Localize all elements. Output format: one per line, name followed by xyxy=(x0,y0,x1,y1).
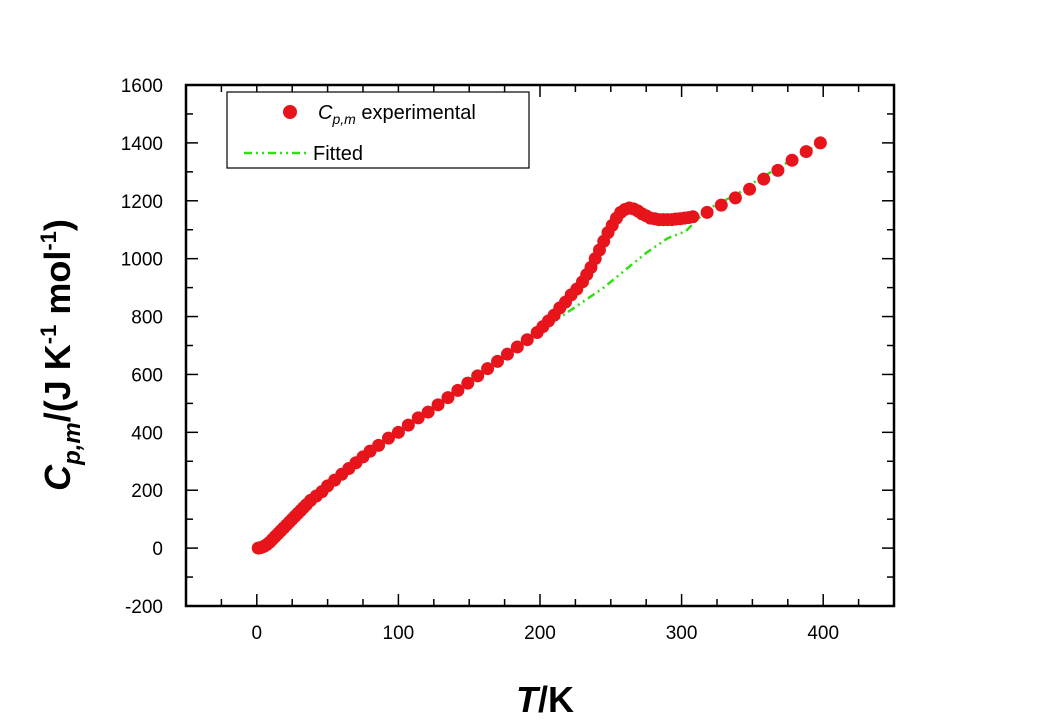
experimental-point xyxy=(441,391,455,405)
x-tick-label: 300 xyxy=(666,623,698,644)
experimental-series xyxy=(251,136,827,555)
legend-cp-subscript: p,m xyxy=(331,111,356,127)
experimental-point xyxy=(771,163,785,177)
x-tick-label: 200 xyxy=(524,623,556,644)
y-axis-unit-part2: mol xyxy=(37,251,78,325)
legend-box xyxy=(226,91,530,169)
y-axis-unit-close: ) xyxy=(37,219,78,231)
y-tick-label: -200 xyxy=(125,597,163,618)
experimental-point xyxy=(785,153,799,167)
experimental-point xyxy=(714,198,728,212)
experimental-point xyxy=(481,362,495,376)
y-tick-label: 1200 xyxy=(121,192,163,213)
y-tick-label: 1600 xyxy=(121,76,163,97)
legend-label-experimental: Cp,m experimental xyxy=(318,102,476,127)
experimental-point xyxy=(381,431,395,445)
y-axis-unit-part1: /(J K xyxy=(37,344,78,422)
experimental-point xyxy=(421,405,435,419)
experimental-point xyxy=(491,354,505,368)
y-tick-label: 1000 xyxy=(121,250,163,271)
experimental-point xyxy=(757,172,771,186)
x-axis-title: T/K xyxy=(516,679,574,720)
experimental-point xyxy=(471,369,485,383)
y-axis-sup1: -1 xyxy=(36,325,61,345)
experimental-point xyxy=(743,182,757,196)
y-axis-sup2: -1 xyxy=(36,231,61,251)
y-axis-cp-symbol: C xyxy=(37,464,78,491)
y-tick-label: 200 xyxy=(131,481,163,502)
experimental-point xyxy=(799,145,813,159)
experimental-point xyxy=(500,347,514,361)
legend: Cp,m experimental Fitted xyxy=(226,91,530,169)
experimental-point xyxy=(401,418,415,432)
legend-cp-symbol: C xyxy=(318,102,333,124)
experimental-point xyxy=(728,191,742,205)
y-tick-label: 0 xyxy=(152,539,163,560)
x-axis-title-italic: T xyxy=(516,679,541,720)
x-axis-title-unit: /K xyxy=(538,679,574,720)
experimental-point xyxy=(813,136,827,150)
experimental-point xyxy=(411,411,425,425)
y-axis-title: Cp,m/(J K-1 mol-1) xyxy=(36,219,86,491)
y-tick-label: 600 xyxy=(131,365,163,386)
x-tick-label: 0 xyxy=(252,623,263,644)
experimental-point xyxy=(372,438,386,452)
experimental-point xyxy=(391,425,405,439)
experimental-point xyxy=(431,398,445,412)
x-tick-label: 400 xyxy=(807,623,839,644)
legend-label-fitted: Fitted xyxy=(313,143,363,165)
experimental-point xyxy=(461,376,475,390)
experimental-point xyxy=(510,340,524,354)
experimental-point xyxy=(451,383,465,397)
x-tick-label: 100 xyxy=(383,623,415,644)
legend-marker-experimental xyxy=(283,105,297,119)
legend-experimental-text: experimental xyxy=(356,102,476,124)
y-tick-label: 800 xyxy=(131,308,163,329)
y-axis-cp-subscript: p,m xyxy=(59,422,86,466)
y-tick-label: 1400 xyxy=(121,134,163,155)
experimental-point xyxy=(520,333,534,347)
experimental-point xyxy=(700,205,714,219)
y-tick-label: 400 xyxy=(131,423,163,444)
experimental-point xyxy=(686,210,700,224)
